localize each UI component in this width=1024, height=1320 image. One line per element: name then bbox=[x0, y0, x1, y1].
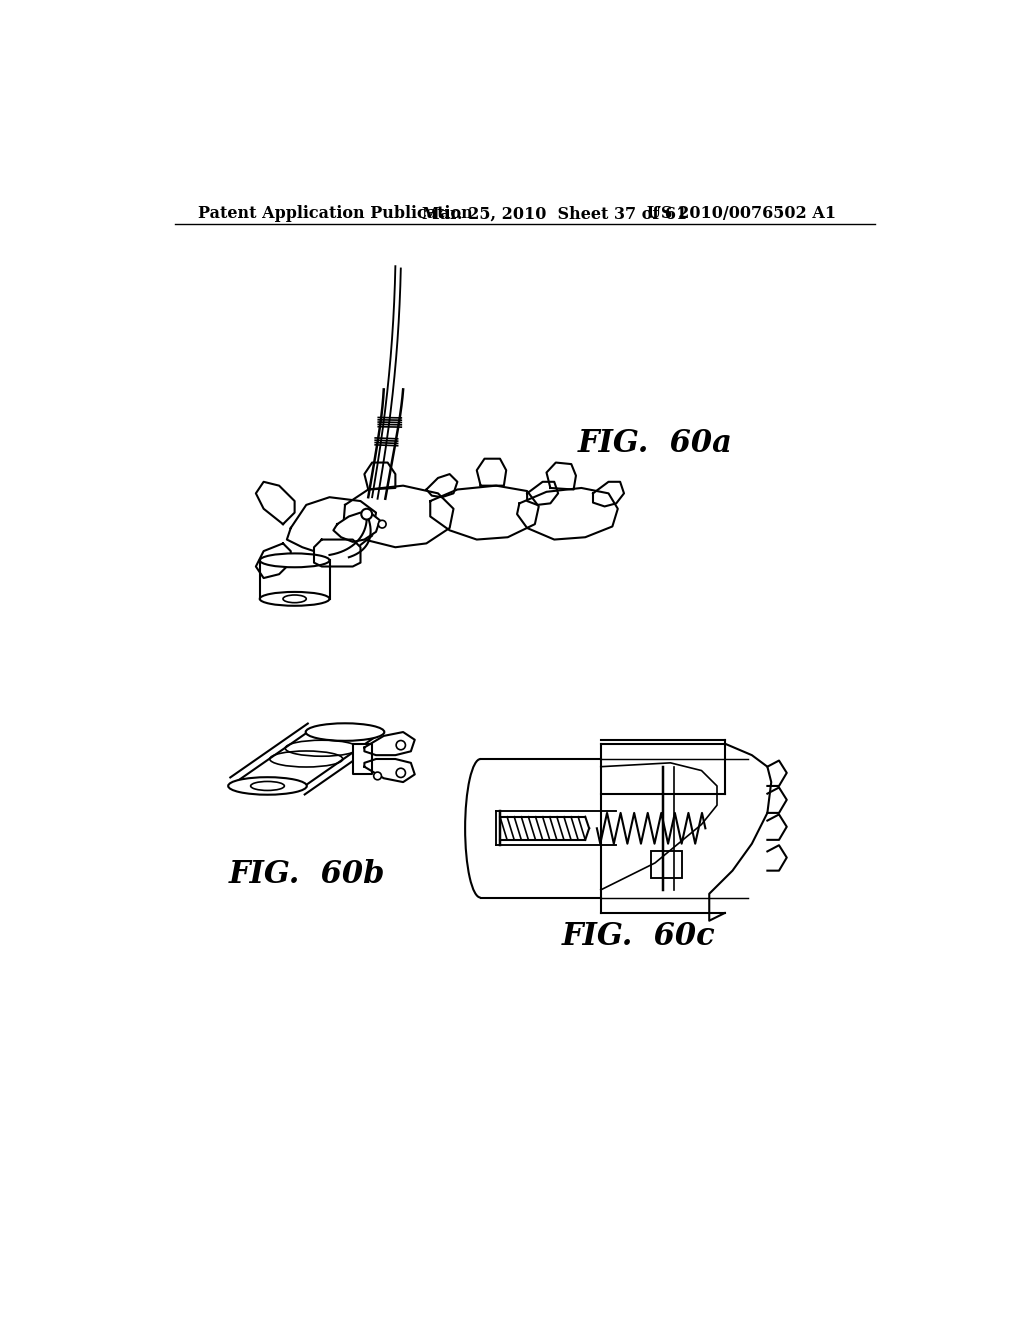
Circle shape bbox=[374, 772, 381, 780]
Polygon shape bbox=[287, 498, 376, 554]
Polygon shape bbox=[352, 743, 372, 775]
Polygon shape bbox=[547, 462, 575, 490]
Polygon shape bbox=[343, 486, 454, 548]
Polygon shape bbox=[527, 482, 558, 506]
Text: US 2010/0076502 A1: US 2010/0076502 A1 bbox=[647, 206, 837, 222]
Circle shape bbox=[378, 520, 386, 528]
Polygon shape bbox=[426, 474, 458, 498]
Polygon shape bbox=[334, 512, 380, 543]
Polygon shape bbox=[365, 759, 415, 781]
Ellipse shape bbox=[260, 591, 330, 606]
Polygon shape bbox=[517, 488, 617, 540]
Bar bbox=[651, 851, 682, 878]
Text: FIG.  60a: FIG. 60a bbox=[578, 428, 732, 459]
Ellipse shape bbox=[283, 595, 306, 603]
Circle shape bbox=[361, 508, 372, 520]
Polygon shape bbox=[256, 544, 291, 578]
Ellipse shape bbox=[251, 781, 285, 791]
Ellipse shape bbox=[228, 777, 307, 795]
Polygon shape bbox=[314, 540, 360, 566]
Polygon shape bbox=[593, 482, 624, 507]
Text: Patent Application Publication: Patent Application Publication bbox=[198, 206, 472, 222]
Circle shape bbox=[396, 741, 406, 750]
Ellipse shape bbox=[306, 723, 384, 741]
Polygon shape bbox=[280, 527, 621, 566]
Polygon shape bbox=[365, 462, 395, 490]
Polygon shape bbox=[430, 486, 539, 540]
Text: FIG.  60c: FIG. 60c bbox=[562, 920, 716, 952]
Text: FIG.  60b: FIG. 60b bbox=[228, 859, 385, 890]
Polygon shape bbox=[365, 733, 415, 755]
Polygon shape bbox=[477, 459, 506, 486]
Ellipse shape bbox=[260, 553, 330, 568]
Polygon shape bbox=[256, 482, 295, 524]
Circle shape bbox=[396, 768, 406, 777]
Text: Mar. 25, 2010  Sheet 37 of 61: Mar. 25, 2010 Sheet 37 of 61 bbox=[423, 206, 688, 222]
